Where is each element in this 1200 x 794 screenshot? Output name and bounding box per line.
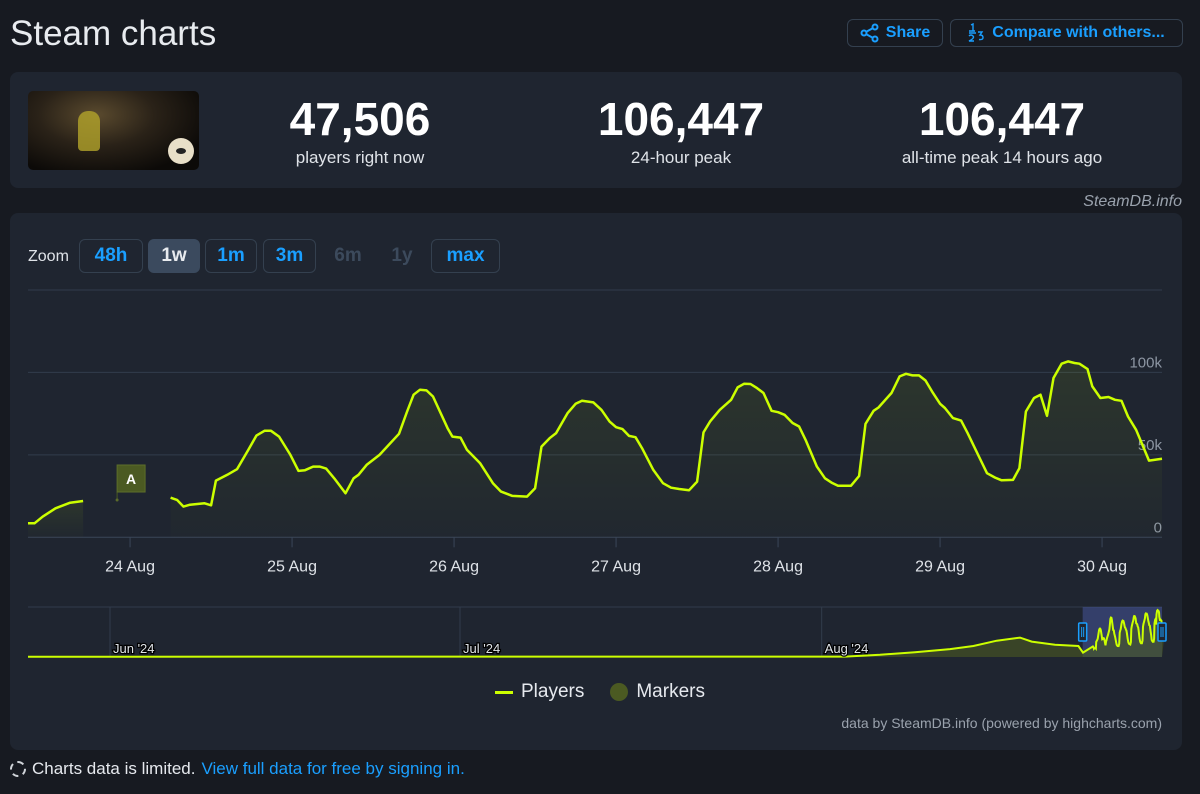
stat-value: 47,506 (289, 93, 431, 145)
sign-in-link[interactable]: View full data for free by signing in. (201, 759, 465, 778)
marker-flag[interactable] (116, 464, 146, 493)
marker-dot (115, 498, 119, 502)
stat-label: all-time peak 14 hours ago (901, 148, 1103, 167)
navigator-tick-label: Aug '24 (825, 641, 869, 656)
stat-all-time-peak: 106,447 all-time peak 14 hours ago (852, 94, 1152, 168)
zoom-1m-button[interactable]: 1m (205, 239, 257, 273)
players-line (170, 360, 1163, 508)
x-tick-label: 28 Aug (753, 558, 803, 575)
series-area (28, 501, 84, 538)
notice-text: Charts data is limited. (32, 759, 196, 778)
y-tick-label: 100k (1129, 354, 1162, 371)
game-thumbnail (28, 91, 199, 170)
navigator-tick-label: Jul '24 (463, 641, 500, 656)
eye-badge-icon (168, 138, 194, 164)
chart-markers: A (115, 464, 146, 502)
share-label: Share (885, 24, 931, 41)
page-title: Steam charts (10, 14, 217, 53)
share-button[interactable]: Share (847, 19, 943, 47)
stats-panel (10, 72, 1182, 188)
compare-button[interactable]: Compare with others... (950, 19, 1183, 47)
stat-value: 106,447 (918, 93, 1086, 145)
limited-data-notice: Charts data is limited. View full data f… (10, 759, 465, 779)
legend-item-players[interactable]: Players (495, 681, 584, 703)
zoom-label: Zoom (28, 248, 69, 265)
x-tick-label: 24 Aug (105, 558, 155, 575)
compare-label: Compare with others... (992, 24, 1165, 41)
highcharts-credit[interactable]: data by SteamDB.info (powered by highcha… (841, 715, 1162, 731)
navigator-left-handle[interactable] (1077, 622, 1088, 642)
x-tick-label: 27 Aug (591, 558, 641, 575)
stat-24h-peak: 106,447 24-hour peak (531, 94, 831, 168)
navigator-tick-label: Jun '24 (113, 641, 155, 656)
x-tick-label: 26 Aug (429, 558, 479, 575)
marker-label: A (126, 471, 136, 487)
stat-label: players right now (295, 148, 425, 167)
chart-legend: Players Markers (0, 681, 1200, 703)
navigator-line (27, 608, 1165, 658)
series-area (170, 361, 1163, 538)
legend-label: Players (521, 681, 585, 702)
zoom-max-button[interactable]: max (431, 239, 500, 273)
steamdb-credit: SteamDB.info (1083, 193, 1182, 210)
legend-label: Markers (636, 681, 705, 702)
x-tick-label: 25 Aug (267, 558, 317, 575)
zoom-1w-button[interactable]: 1w (148, 239, 200, 273)
loading-spinner-icon (10, 761, 26, 777)
navigator-right-handle[interactable] (1157, 622, 1167, 642)
x-tick-label: 30 Aug (1077, 558, 1127, 575)
zoom-6m-button: 6m (334, 245, 362, 266)
share-icon (860, 23, 879, 43)
stat-value: 106,447 (597, 93, 765, 145)
zoom-48h-button[interactable]: 48h (79, 239, 143, 273)
line-swatch-icon (495, 690, 513, 694)
legend-item-markers[interactable]: Markers (610, 681, 705, 703)
players-line (28, 499, 84, 525)
navigator-area (28, 610, 1165, 657)
fraction-numbers-icon (968, 23, 984, 42)
zoom-1y-button: 1y (391, 245, 413, 266)
players-series (28, 360, 1163, 538)
zoom-3m-button[interactable]: 3m (263, 239, 316, 273)
range-navigator[interactable]: Jun '24 Jul '24 Aug '24 (27, 606, 1167, 658)
x-axis: 24 Aug 25 Aug 26 Aug 27 Aug 28 Aug 29 Aug 30 A… (105, 537, 1127, 575)
circle-swatch-icon (610, 683, 629, 701)
stat-label: 24-hour peak (630, 148, 732, 167)
stat-players-now: 47,506 players right now (210, 94, 510, 168)
x-tick-label: 29 Aug (915, 558, 965, 575)
character-figure (78, 111, 100, 151)
